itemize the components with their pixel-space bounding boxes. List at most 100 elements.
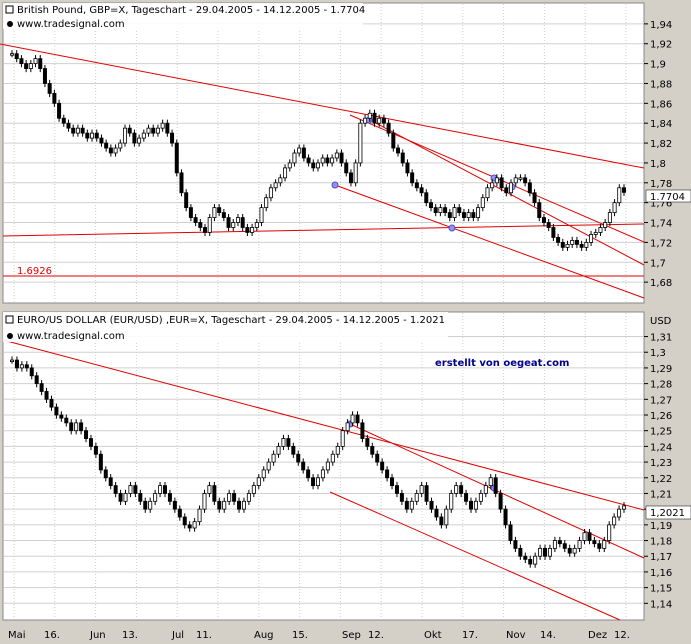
candle <box>399 489 404 505</box>
x-tick-label: 13. <box>122 630 138 641</box>
candle <box>504 184 509 197</box>
candle <box>133 481 138 498</box>
candle-body-down <box>38 58 43 69</box>
candle-body-down <box>457 207 462 213</box>
candle-body-up <box>9 359 14 362</box>
candle-body-down <box>567 547 572 554</box>
trend-line <box>2 339 645 511</box>
candle <box>256 474 261 490</box>
candle <box>93 442 98 458</box>
candle <box>246 489 251 505</box>
candle-body-up <box>192 521 197 529</box>
candle <box>404 497 409 513</box>
candle-body-up <box>235 217 240 223</box>
candle-body-up <box>589 234 594 243</box>
candle <box>538 544 543 560</box>
candle-body-down <box>80 127 85 134</box>
candle-body-down <box>424 485 429 502</box>
candle-body-down <box>541 217 546 223</box>
y-tick-label: 1,31 <box>650 333 672 344</box>
y-tick-label: 1,8 <box>650 159 666 170</box>
x-tick-label: 15. <box>292 630 308 641</box>
candle-body-up <box>273 182 278 189</box>
y-tick-label: 1,21 <box>650 489 672 500</box>
x-tick-label: Jul <box>171 630 184 641</box>
candle <box>74 419 79 435</box>
candle <box>226 213 231 232</box>
candle-body-down <box>19 58 24 65</box>
x-axis-labels: Mai 16. Jun 13. Jul 11. Aug 15. Sep 12. Okt 17. Nov 1… <box>8 630 630 641</box>
candle <box>532 189 537 207</box>
candle <box>560 238 565 251</box>
candle-body-down <box>184 192 189 209</box>
candle <box>118 139 123 152</box>
candle <box>296 450 301 466</box>
candle <box>155 124 160 137</box>
candle <box>264 194 269 212</box>
candle <box>132 129 137 147</box>
y-tick-label: 1,29 <box>650 364 672 375</box>
candle <box>396 144 401 157</box>
candle-body-up <box>266 461 271 471</box>
candle <box>584 238 589 251</box>
candle-body-down <box>355 414 360 424</box>
candle-body-down <box>372 112 377 124</box>
candle-body-down <box>400 152 405 164</box>
candle-body-up <box>466 212 471 218</box>
candle-body-down <box>39 383 44 392</box>
candle-body-down <box>54 406 59 416</box>
candle-body-up <box>582 532 587 541</box>
x-tick-label: Sep <box>342 630 361 641</box>
candle <box>598 223 603 237</box>
candle-body-up <box>231 222 236 228</box>
candle-body-down <box>245 227 250 233</box>
candle-body-up <box>148 500 153 510</box>
gbp-last-value: 1.7704 <box>650 192 685 203</box>
candle-body-down <box>339 152 344 164</box>
candle-body-down <box>391 132 396 149</box>
candle <box>235 213 240 227</box>
candle <box>14 50 19 63</box>
candle-body-up <box>353 162 358 184</box>
candle <box>372 109 377 127</box>
candle-body-up <box>122 127 127 144</box>
candle-body-down <box>523 177 528 184</box>
candle <box>182 513 187 529</box>
candle <box>603 218 608 232</box>
candle <box>471 209 476 222</box>
candle <box>240 213 245 232</box>
candle <box>49 395 54 411</box>
candle-body-down <box>188 207 193 218</box>
candle <box>79 419 84 435</box>
candle <box>292 149 297 167</box>
candle <box>286 434 291 451</box>
eur-last-value-box <box>645 505 691 520</box>
candle <box>108 144 113 157</box>
candle <box>9 50 14 58</box>
x-tick-label: 14. <box>540 630 556 641</box>
candle <box>350 411 355 427</box>
candle <box>148 497 153 513</box>
candle-body-up <box>137 137 142 144</box>
candle-body-up <box>622 505 627 510</box>
candle <box>188 204 193 222</box>
candle <box>103 466 108 482</box>
candle <box>268 184 273 202</box>
candle <box>330 450 335 466</box>
candle-body-down <box>286 438 291 447</box>
candle-body-down <box>574 240 579 245</box>
candle <box>138 489 143 505</box>
candle-body-up <box>287 162 292 169</box>
candle <box>365 434 370 451</box>
candle <box>193 213 198 227</box>
candle <box>400 149 405 167</box>
candle-body-down <box>439 516 444 526</box>
candle-body-down <box>88 438 93 447</box>
candle <box>385 466 390 482</box>
candle-body-up <box>607 524 612 541</box>
candle <box>212 481 217 505</box>
candle-body-down <box>94 132 99 139</box>
candle-body-down <box>187 524 192 529</box>
y-tick-label: 1,18 <box>650 537 672 548</box>
candle <box>9 356 14 364</box>
